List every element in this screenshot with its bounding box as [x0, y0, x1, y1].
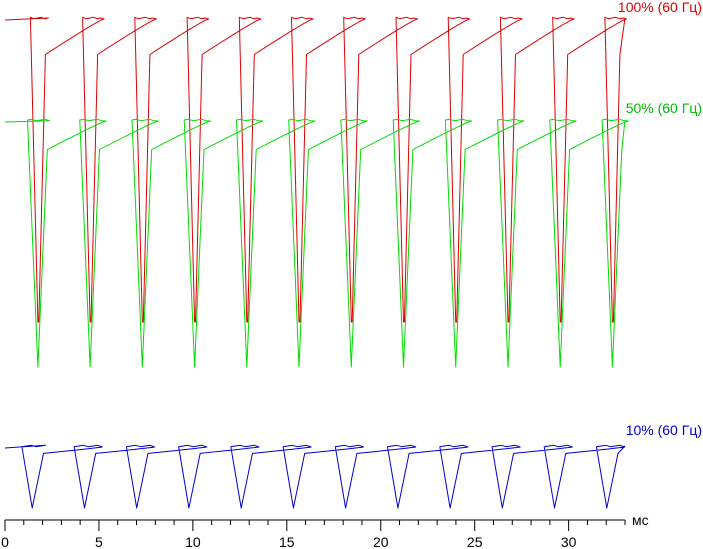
series-line-2	[4, 118, 629, 368]
x-tick-label: 30	[561, 534, 577, 549]
legend-label-10: 10% (60 Гц)	[626, 422, 702, 438]
legend-label-100: 100% (60 Гц)	[618, 0, 702, 15]
x-tick-label: 15	[279, 534, 295, 549]
x-tick-label: 5	[95, 534, 103, 549]
x-tick-label: 20	[373, 534, 389, 549]
x-tick-label: 10	[185, 534, 201, 549]
x-tick-label: 0	[1, 534, 9, 549]
x-axis-unit-label: мс	[632, 512, 649, 528]
series-line-1	[4, 16, 627, 323]
series-line-3	[4, 444, 626, 509]
x-tick-label: 25	[467, 534, 483, 549]
series-layer	[4, 16, 629, 509]
x-axis: 0 5 10 15 20 25 30	[1, 519, 626, 549]
legend-label-50: 50% (60 Гц)	[626, 100, 702, 116]
